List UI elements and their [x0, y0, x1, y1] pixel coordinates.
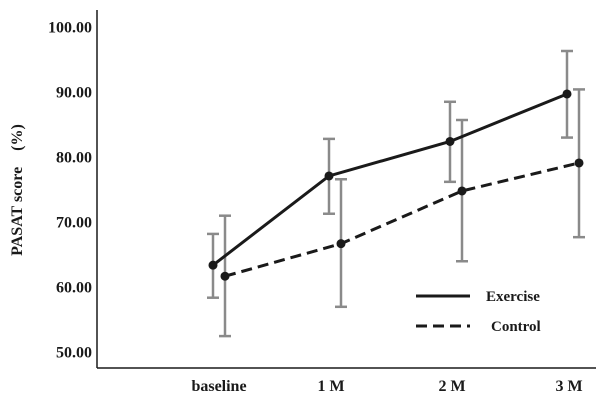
y-tick-label: 50.00: [56, 345, 92, 362]
legend: Exercise Control: [416, 289, 541, 335]
y-tick-label: 90.00: [56, 84, 92, 101]
data-point-control: [220, 271, 230, 281]
series-line-control: [224, 161, 580, 278]
x-tick-label: 2 M: [438, 378, 465, 395]
y-tick-label: 70.00: [56, 215, 92, 232]
series-lines: [212, 92, 580, 278]
x-tick-label: 3 M: [555, 378, 582, 395]
y-tick-label: 100.00: [48, 19, 92, 36]
data-point-control: [457, 186, 467, 196]
y-tick-label: 80.00: [56, 149, 92, 166]
x-axis-ticks: baseline 1 M 2 M 3 M: [191, 378, 582, 395]
data-point-control: [336, 239, 346, 249]
data-point-exercise: [562, 89, 572, 99]
data-points: [208, 89, 584, 281]
legend-label-exercise: Exercise: [486, 289, 540, 305]
y-axis-ticks: 50.00 60.00 70.00 80.00 90.00 100.00: [48, 19, 92, 361]
data-point-exercise: [445, 136, 455, 146]
y-tick-label: 60.00: [56, 280, 92, 297]
data-point-exercise: [208, 260, 218, 270]
x-tick-label: 1 M: [317, 378, 344, 395]
y-axis-title: PASAT score (%): [9, 124, 26, 256]
data-point-exercise: [324, 171, 334, 181]
x-tick-label: baseline: [191, 378, 246, 395]
series-line-exercise: [212, 92, 568, 267]
data-point-control: [574, 158, 584, 168]
legend-label-control: Control: [491, 319, 541, 335]
